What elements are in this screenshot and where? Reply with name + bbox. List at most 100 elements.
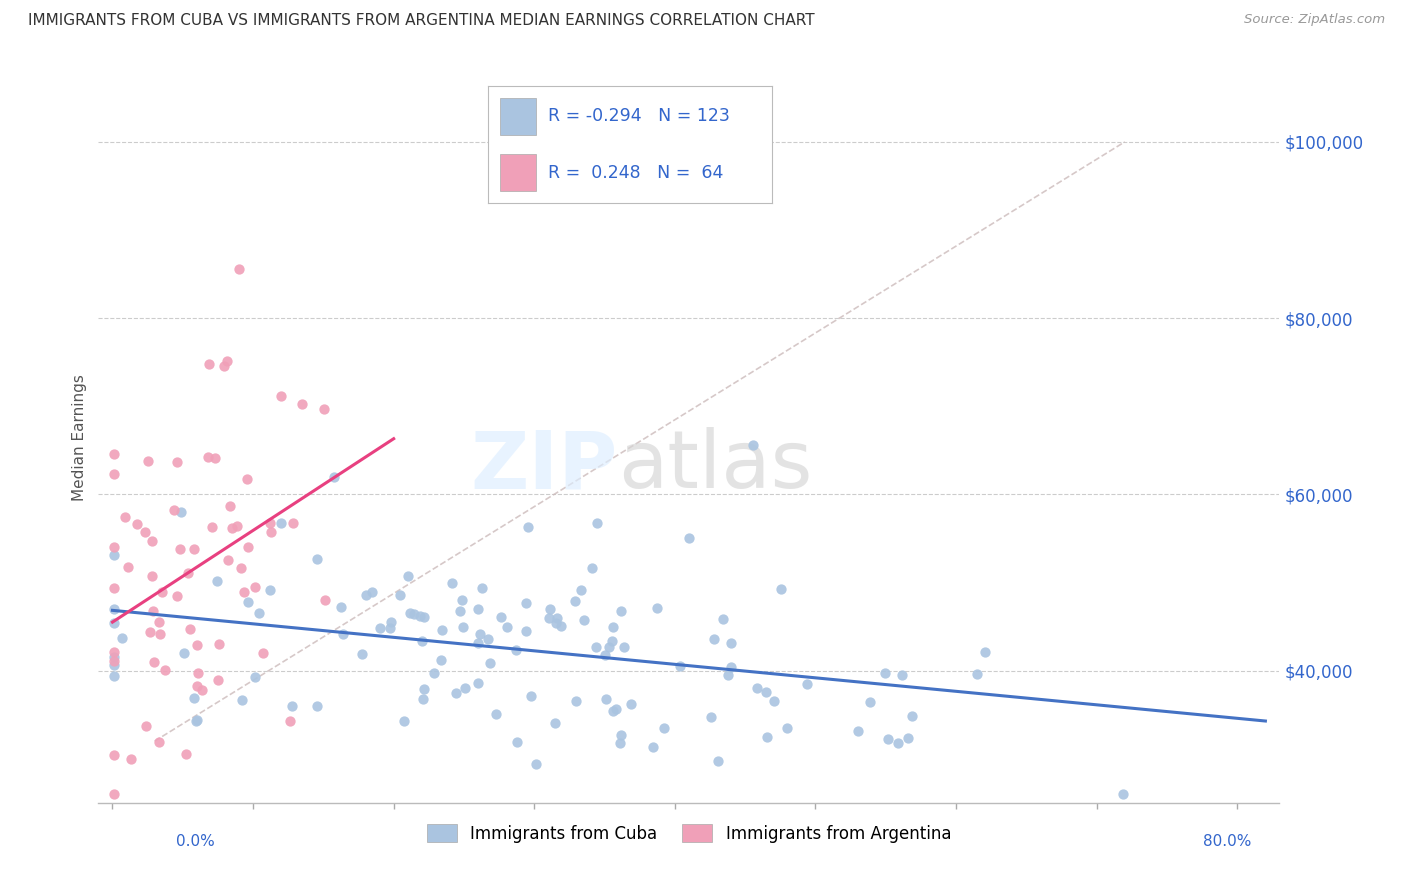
Point [593,648,616,663]
Point [432,623,454,637]
Point [380,615,402,629]
Point [620,698,643,712]
Point [259,582,281,597]
Point [186,638,208,652]
Point [155,663,177,677]
Point [703,632,725,647]
Point [537,611,560,625]
Point [197,450,219,465]
Point [207,673,229,687]
Point [574,613,596,627]
Point [330,600,353,615]
Point [177,566,200,580]
Text: ZIP: ZIP [471,427,619,506]
Point [139,624,162,639]
Point [281,516,304,531]
Point [569,582,592,597]
Point [103,467,125,482]
Point [520,689,543,703]
Point [506,735,529,749]
Point [231,561,253,575]
Point [307,551,329,566]
Point [114,510,136,524]
Point [218,499,240,513]
Point [900,708,922,723]
Point [711,612,734,626]
Point [314,593,336,607]
Point [412,609,434,624]
Point [278,714,301,729]
Point [720,636,742,650]
Text: atlas: atlas [619,427,813,506]
Point [174,747,197,761]
Point [444,686,467,700]
Point [564,593,586,607]
Point [134,524,156,539]
Point [170,505,193,519]
Point [538,602,561,616]
Point [451,620,474,634]
Point [605,702,627,716]
Point [515,596,537,610]
Point [755,685,778,699]
Point [858,695,880,709]
Text: IMMIGRANTS FROM CUBA VS IMMIGRANTS FROM ARGENTINA MEDIAN EARNINGS CORRELATION CH: IMMIGRANTS FROM CUBA VS IMMIGRANTS FROM … [28,13,814,29]
Point [290,397,312,411]
Point [231,692,253,706]
Point [585,516,607,530]
Point [221,521,243,535]
Point [1112,787,1135,801]
Point [332,627,354,641]
Point [544,716,567,731]
Point [396,569,419,583]
Point [103,747,125,762]
Point [186,680,208,694]
Point [478,657,501,671]
Point [467,602,489,616]
Point [198,357,221,371]
Point [117,560,139,574]
Point [205,574,228,588]
Point [259,525,281,540]
Point [312,402,335,417]
Point [103,602,125,616]
Point [598,640,620,654]
Point [581,560,603,574]
Point [505,643,527,657]
Point [477,632,499,647]
Point [103,548,125,562]
Point [392,714,415,728]
Point [127,516,149,531]
Point [645,601,668,615]
Point [173,646,195,660]
Point [235,472,257,486]
Point [706,754,728,768]
Point [546,615,568,630]
Point [609,728,631,742]
Point [756,730,779,744]
Point [183,542,205,557]
Point [103,669,125,683]
Point [451,592,474,607]
Point [595,692,617,706]
Point [873,665,896,680]
Point [641,739,664,754]
Point [184,714,207,728]
Point [169,541,191,556]
Point [143,655,166,669]
Point [232,584,254,599]
Point [609,735,631,749]
Legend: Immigrants from Cuba, Immigrants from Argentina: Immigrants from Cuba, Immigrants from Ar… [420,818,957,849]
Y-axis label: Median Earnings: Median Earnings [72,374,87,500]
Point [215,354,238,368]
Point [422,666,444,681]
Point [103,650,125,665]
Point [120,752,142,766]
Point [467,675,489,690]
Point [243,670,266,684]
Text: Source: ZipAtlas.com: Source: ZipAtlas.com [1244,13,1385,27]
Point [270,516,292,530]
Point [187,665,209,680]
Point [148,734,170,748]
Point [678,531,700,545]
